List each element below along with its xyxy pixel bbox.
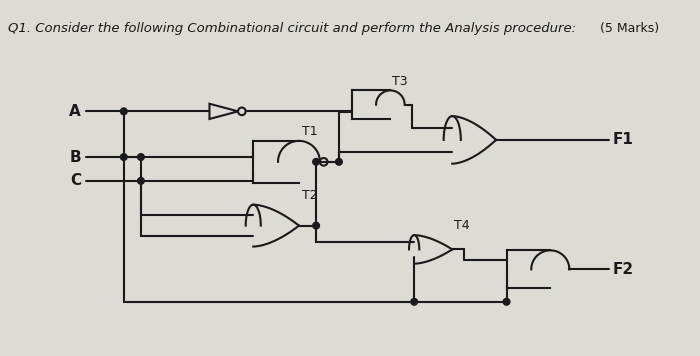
Text: B: B	[69, 150, 81, 164]
Text: F1: F1	[612, 132, 633, 147]
Text: T4: T4	[454, 219, 470, 232]
Circle shape	[313, 222, 319, 229]
Circle shape	[411, 298, 417, 305]
Text: T2: T2	[302, 189, 317, 202]
Text: T1: T1	[302, 125, 317, 138]
Text: A: A	[69, 104, 81, 119]
Circle shape	[138, 178, 144, 184]
Text: F2: F2	[612, 262, 634, 277]
Circle shape	[313, 158, 319, 165]
Text: Q1. Consider the following Combinational circuit and perform the Analysis proced: Q1. Consider the following Combinational…	[8, 22, 575, 35]
Circle shape	[120, 154, 127, 161]
Circle shape	[335, 158, 342, 165]
Text: C: C	[70, 173, 81, 188]
Text: (5 Marks): (5 Marks)	[600, 22, 659, 35]
Circle shape	[503, 298, 510, 305]
Circle shape	[120, 108, 127, 115]
Text: T3: T3	[392, 74, 408, 88]
Circle shape	[138, 154, 144, 161]
